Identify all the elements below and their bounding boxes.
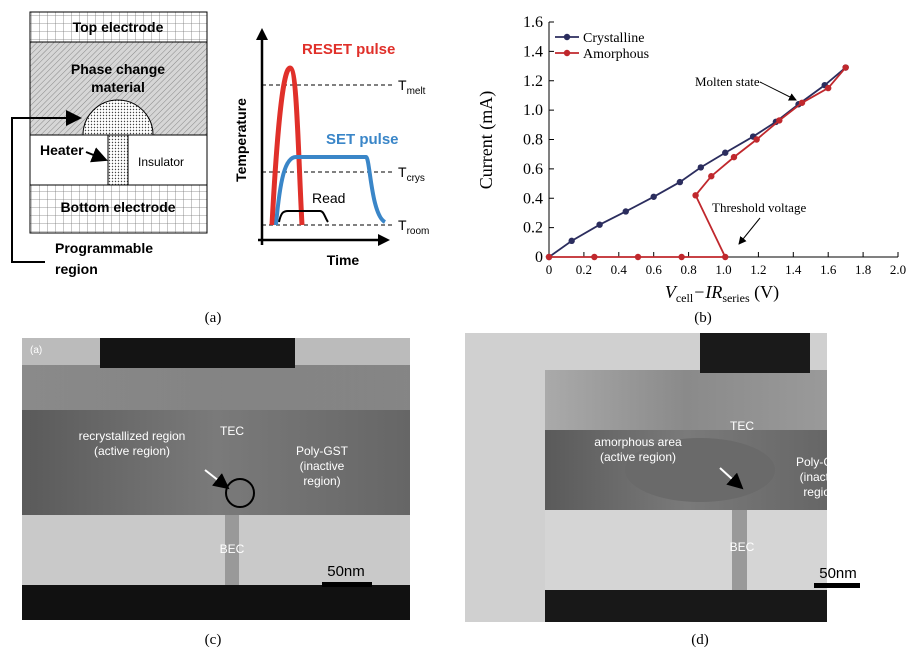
data-point [776, 117, 782, 123]
x-tick-label: 0.8 [680, 262, 696, 277]
figure: Top electrode Phase change material Heat… [0, 0, 911, 652]
iv-chart: 0 0.2 0.4 0.6 0.8 1.0 1.2 1.4 1.6 0 0.2 0.4 0.6 0.8 1.… [523, 14, 906, 277]
y-tick-label: 1.4 [523, 43, 543, 60]
label: TEC [730, 419, 754, 433]
label: Programmable [55, 240, 153, 256]
data-point [692, 192, 698, 198]
data-point [753, 136, 759, 142]
label: TEC [220, 424, 244, 438]
label: (inactive [300, 459, 345, 473]
panel-label: (a) [205, 310, 222, 326]
label: recrystallized region [79, 429, 186, 443]
label: RESET pulse [302, 41, 395, 58]
panel-label: (b) [694, 310, 712, 326]
label: Troom [398, 217, 429, 237]
data-point [623, 208, 629, 214]
data-point [731, 154, 737, 160]
annotation: Molten state [695, 74, 760, 89]
data-point [722, 254, 728, 260]
x-tick-label: 1.8 [855, 262, 871, 277]
y-tick-label: 1.0 [523, 102, 543, 119]
legend-label: Amorphous [583, 47, 649, 62]
label: (active region) [94, 444, 170, 458]
data-point [591, 254, 597, 260]
panel-label: (d) [691, 632, 709, 648]
data-point [799, 100, 805, 106]
data-point [635, 254, 641, 260]
data-point [546, 254, 552, 260]
label: Top electrode [73, 19, 164, 35]
x-tick-label: 1.0 [715, 262, 731, 277]
label: material [91, 79, 145, 95]
data-point [708, 173, 714, 179]
y-tick-label: 0 [535, 249, 543, 266]
x-tick-label: 0.6 [646, 262, 663, 277]
label: BEC [730, 540, 755, 554]
legend-marker [564, 50, 570, 56]
x-tick-label: 1.6 [820, 262, 837, 277]
legend-marker [564, 34, 570, 40]
data-point [825, 85, 831, 91]
panel-label: (c) [205, 632, 222, 648]
label: Poly-GST [296, 444, 349, 458]
label: (inactive [800, 470, 845, 484]
x-tick-label: 1.2 [750, 262, 766, 277]
axis-label: Time [327, 252, 360, 268]
y-tick-label: 0.6 [523, 161, 543, 178]
scale-bar-label: 50nm [327, 563, 365, 580]
x-tick-label: 0 [546, 262, 553, 277]
data-point [698, 164, 704, 170]
data-point [842, 64, 848, 70]
label: region) [803, 485, 840, 499]
label: Tcrys [398, 164, 425, 184]
y-axis-label: Current (mA) [476, 91, 497, 189]
label: (a) [30, 345, 42, 356]
label: Poly-GST [796, 455, 849, 469]
label: (active region) [600, 450, 676, 464]
label: BEC [220, 542, 245, 556]
label: Insulator [138, 155, 184, 169]
x-tick-label: 0.2 [576, 262, 592, 277]
y-tick-label: 0.2 [523, 220, 543, 237]
y-tick-label: 0.4 [523, 190, 543, 207]
data-point [651, 194, 657, 200]
label: Read [312, 190, 345, 206]
y-tick-label: 0.8 [523, 132, 543, 149]
annotation-arrow [760, 82, 796, 100]
label: region) [303, 474, 340, 488]
data-point [596, 221, 602, 227]
y-tick-label: 1.2 [523, 73, 543, 90]
x-tick-label: 1.4 [785, 262, 802, 277]
legend-label: Crystalline [583, 31, 644, 46]
data-point [678, 254, 684, 260]
label: region [55, 261, 98, 277]
label: SET pulse [326, 131, 399, 148]
cell-schematic [12, 12, 207, 262]
annotation: Threshold voltage [712, 200, 806, 215]
label: Phase change [71, 61, 165, 77]
series-line [549, 68, 846, 257]
x-axis-label: Vcell−IRseries (V) [665, 282, 779, 305]
data-point [722, 150, 728, 156]
axis-label: Temperature [233, 98, 249, 182]
annotation-arrow [739, 218, 760, 244]
scale-bar-label: 50nm [819, 565, 857, 582]
y-tick-label: 1.6 [523, 14, 543, 31]
label: amorphous area [594, 435, 682, 449]
data-point [568, 238, 574, 244]
label: Bottom electrode [60, 199, 175, 215]
x-tick-label: 0.4 [611, 262, 628, 277]
x-tick-label: 2.0 [890, 262, 906, 277]
label: Heater [40, 142, 84, 158]
data-point [677, 179, 683, 185]
label: Tmelt [398, 77, 426, 97]
